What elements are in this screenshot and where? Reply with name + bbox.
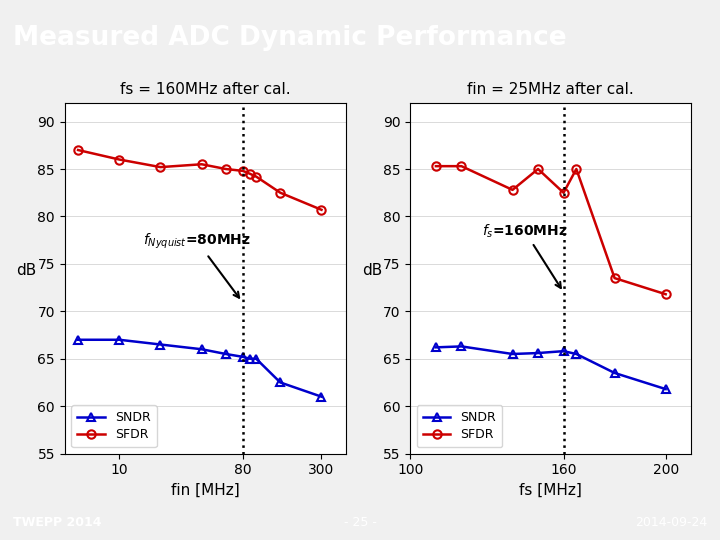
SFDR <box>508 187 517 193</box>
SFDR <box>276 190 284 196</box>
SNDR <box>508 351 517 357</box>
SFDR <box>572 166 580 172</box>
SNDR <box>222 351 230 357</box>
SFDR <box>156 164 165 170</box>
SNDR <box>431 344 440 350</box>
Text: Measured ADC Dynamic Performance: Measured ADC Dynamic Performance <box>13 25 567 51</box>
SNDR <box>276 379 284 386</box>
SFDR <box>318 207 326 213</box>
Text: $f_s$=160MHz: $f_s$=160MHz <box>482 222 567 288</box>
SNDR <box>156 341 165 348</box>
Text: TWEPP 2014: TWEPP 2014 <box>13 516 102 529</box>
SNDR <box>611 370 619 376</box>
SNDR <box>318 394 326 400</box>
SNDR <box>238 354 247 360</box>
SNDR <box>662 386 670 393</box>
SNDR <box>115 336 124 343</box>
SNDR <box>559 348 568 354</box>
Legend: SNDR, SFDR: SNDR, SFDR <box>71 405 157 447</box>
SFDR <box>238 167 247 174</box>
SNDR <box>572 351 580 357</box>
SNDR <box>252 355 261 362</box>
SNDR <box>534 350 542 356</box>
SNDR <box>73 336 82 343</box>
SFDR <box>73 147 82 153</box>
SFDR <box>222 166 230 172</box>
SFDR <box>611 275 619 281</box>
SFDR <box>246 171 254 177</box>
Y-axis label: dB: dB <box>17 263 37 278</box>
X-axis label: fs [MHz]: fs [MHz] <box>519 483 582 498</box>
Line: SFDR: SFDR <box>74 146 325 214</box>
SFDR <box>457 163 466 170</box>
Text: 2014-09-24: 2014-09-24 <box>635 516 707 529</box>
SNDR <box>246 355 254 362</box>
SFDR <box>115 156 124 163</box>
Text: - 25 -: - 25 - <box>343 516 377 529</box>
SNDR <box>457 343 466 349</box>
SFDR <box>197 161 206 167</box>
SFDR <box>252 173 261 180</box>
Y-axis label: dB: dB <box>362 263 382 278</box>
Legend: SNDR, SFDR: SNDR, SFDR <box>417 405 503 447</box>
Line: SFDR: SFDR <box>432 162 670 299</box>
SFDR <box>559 190 568 196</box>
SNDR <box>197 346 206 353</box>
SFDR <box>534 166 542 172</box>
Text: $f_{Nyquist}$=80MHz: $f_{Nyquist}$=80MHz <box>143 232 251 298</box>
SFDR <box>431 163 440 170</box>
Line: SNDR: SNDR <box>74 335 325 401</box>
X-axis label: fin [MHz]: fin [MHz] <box>171 483 240 498</box>
Line: SNDR: SNDR <box>432 342 670 393</box>
Title: fs = 160MHz after cal.: fs = 160MHz after cal. <box>120 82 290 97</box>
Title: fin = 25MHz after cal.: fin = 25MHz after cal. <box>467 82 634 97</box>
SFDR <box>662 291 670 298</box>
